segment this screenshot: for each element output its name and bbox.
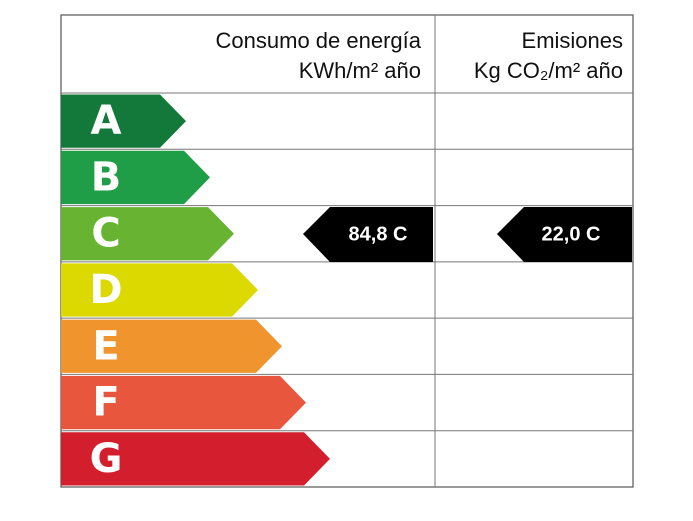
rating-arrow xyxy=(61,150,210,205)
rating-arrow xyxy=(61,432,330,486)
rating-arrow xyxy=(61,94,186,148)
rating-arrow xyxy=(61,319,282,373)
emissions-value: 22,0 C xyxy=(542,223,601,245)
rating-letter: E xyxy=(92,323,119,369)
energy-marker xyxy=(303,207,433,262)
rating-arrow xyxy=(61,263,258,317)
rating-arrow xyxy=(61,207,234,261)
rating-letter: C xyxy=(91,211,120,257)
energy-value: 84,8 C xyxy=(349,223,408,245)
energy-unit: KWh/m² año xyxy=(299,58,421,83)
rating-letter: B xyxy=(91,154,122,200)
rating-arrow xyxy=(61,375,306,430)
rating-letter: G xyxy=(90,436,123,482)
rating-letter: F xyxy=(92,380,119,426)
rating-letter: D xyxy=(89,267,122,313)
emissions-unit: Kg CO₂/m² año xyxy=(474,58,623,83)
emissions-title: Emisiones xyxy=(522,28,623,53)
emissions-marker xyxy=(497,207,632,262)
energy-title: Consumo de energía xyxy=(216,28,422,53)
rating-letter: A xyxy=(91,98,122,144)
